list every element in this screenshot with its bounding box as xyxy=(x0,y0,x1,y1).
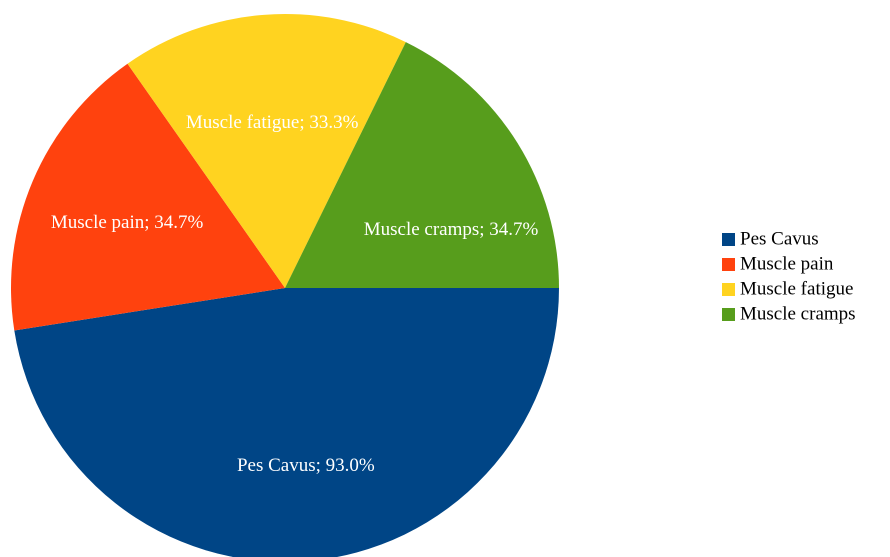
pie-slice-muscle-cramps xyxy=(285,42,559,289)
legend-label: Muscle pain xyxy=(740,253,834,274)
legend-label: Muscle cramps xyxy=(740,303,856,324)
legend-item-muscle-cramps: Muscle cramps xyxy=(722,303,856,324)
slice-label-pes-cavus: Pes Cavus; 93.0% xyxy=(237,455,375,476)
legend-label: Pes Cavus xyxy=(740,228,819,249)
legend-item-muscle-fatigue: Muscle fatigue xyxy=(722,278,853,299)
pie-slice-muscle-fatigue xyxy=(127,13,406,288)
slice-label-muscle-fatigue: Muscle fatigue; 33.3% xyxy=(186,112,359,133)
legend-swatch xyxy=(722,308,735,321)
legend-swatch xyxy=(722,283,735,296)
legend-swatch xyxy=(722,233,735,246)
slice-label-muscle-cramps: Muscle cramps; 34.7% xyxy=(364,219,539,240)
legend-item-pes-cavus: Pes Cavus xyxy=(722,228,819,249)
pie-slice-pes-cavus xyxy=(14,288,559,557)
legend-swatch xyxy=(722,258,735,271)
legend: Pes Cavus Muscle pain Muscle fatigue Muscle… xyxy=(722,228,856,324)
legend-item-muscle-pain: Muscle pain xyxy=(722,253,834,274)
legend-label: Muscle fatigue xyxy=(740,278,853,299)
pie-slice-labels: Pes Cavus; 93.0% Muscle pain; 34.7% Muscle… xyxy=(51,112,539,476)
slice-label-muscle-pain: Muscle pain; 34.7% xyxy=(51,212,204,233)
pie-slice-muscle-pain xyxy=(10,63,285,331)
pie-slices xyxy=(10,13,559,557)
